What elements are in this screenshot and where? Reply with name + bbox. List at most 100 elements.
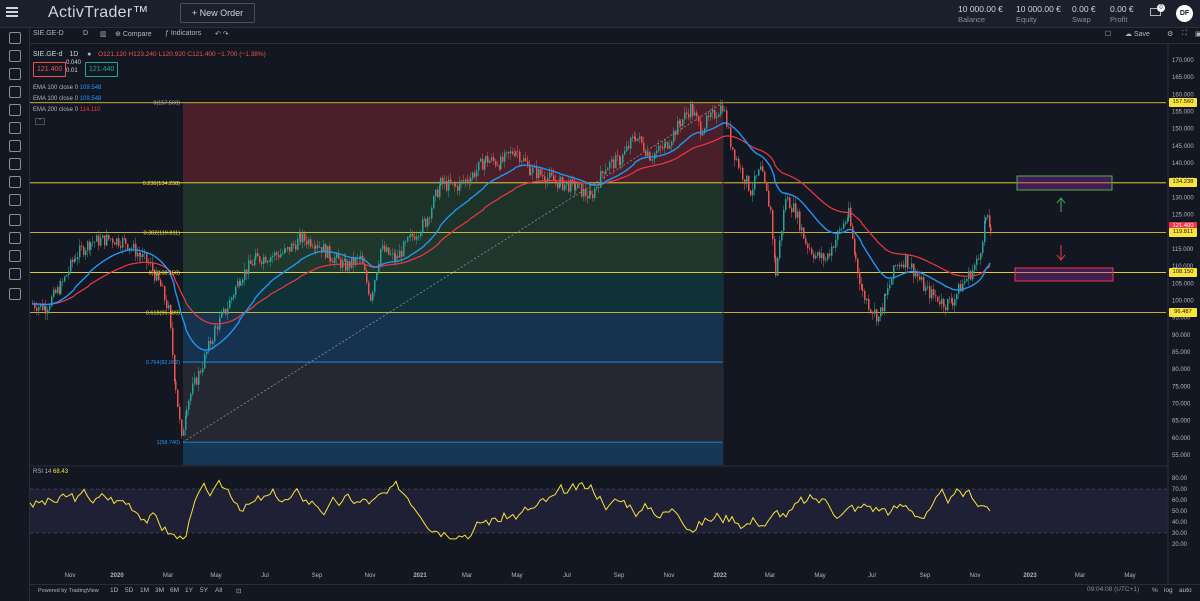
- candle: [647, 145, 649, 158]
- trash-icon[interactable]: [9, 288, 21, 300]
- hamburger-menu-icon[interactable]: [6, 7, 18, 17]
- legend-ohlc: O121.120 H123.240 L120.920 C121.400 −1.7…: [98, 51, 266, 58]
- range-button-all[interactable]: All: [215, 587, 223, 594]
- candle: [718, 112, 720, 118]
- range-button-3m[interactable]: 3M: [155, 587, 165, 594]
- legend-symbol: SIE.GE-d: [33, 51, 63, 58]
- buy-price-button[interactable]: 121.440: [85, 62, 119, 77]
- candle: [789, 194, 791, 209]
- candle: [370, 293, 372, 302]
- candle: [748, 175, 750, 193]
- hide-drawings-icon[interactable]: [9, 268, 21, 280]
- candle: [489, 158, 491, 164]
- candle: [845, 220, 847, 226]
- candle: [92, 236, 94, 247]
- trend-line-icon[interactable]: [9, 50, 21, 62]
- zoom-icon[interactable]: [9, 194, 21, 206]
- candle: [645, 148, 647, 157]
- time-tick-label: Nov: [65, 573, 76, 579]
- settings-icon[interactable]: ⚙: [1167, 31, 1174, 38]
- candle: [797, 208, 799, 225]
- account-balance: 10 000.00 € Balance: [958, 4, 1003, 24]
- time-tick-label: Mar: [765, 573, 775, 579]
- undo-icon[interactable]: ↶ ↷: [215, 31, 229, 38]
- price-tick-label: 110.000: [1172, 264, 1194, 270]
- range-button-5y[interactable]: 5Y: [200, 587, 208, 594]
- candle: [720, 99, 722, 118]
- candle: [885, 293, 887, 296]
- candle: [504, 149, 506, 169]
- candle: [75, 253, 77, 261]
- time-tick-label: Nov: [664, 573, 675, 579]
- fib-tool-icon[interactable]: [9, 68, 21, 80]
- magnet-icon[interactable]: [9, 214, 21, 226]
- candle: [732, 147, 734, 151]
- screenshot-icon[interactable]: ▣: [1195, 31, 1200, 38]
- candle: [542, 169, 544, 181]
- candle: [395, 249, 397, 266]
- notifications-icon[interactable]: [1150, 8, 1161, 16]
- ema-100-line: [32, 122, 991, 351]
- range-button-6m[interactable]: 6M: [170, 587, 180, 594]
- pattern-tool-icon[interactable]: [9, 122, 21, 134]
- candle: [722, 99, 724, 114]
- percent-scale-toggle[interactable]: %: [1152, 587, 1158, 594]
- fib-zone: [183, 182, 723, 233]
- sell-price-button[interactable]: 121.400: [33, 62, 67, 77]
- collapse-legend-button[interactable]: ⌃: [35, 118, 45, 125]
- candle: [622, 152, 624, 169]
- avatar[interactable]: DF: [1176, 5, 1193, 22]
- range-button-5d[interactable]: 5D: [125, 587, 134, 594]
- candle: [314, 240, 316, 253]
- new-order-button[interactable]: + New Order: [180, 3, 255, 23]
- price-tick-label: 100.000: [1172, 298, 1194, 304]
- candle: [274, 250, 276, 261]
- range-button-1y[interactable]: 1Y: [185, 587, 193, 594]
- candle: [793, 197, 795, 213]
- range-button-1d[interactable]: 1D: [110, 587, 119, 594]
- expand-icon[interactable]: ⛶: [1182, 30, 1187, 37]
- eye-icon[interactable]: [9, 250, 21, 262]
- candle: [87, 239, 89, 258]
- candle: [568, 177, 570, 194]
- candle: [947, 298, 949, 313]
- interval-selector[interactable]: D: [83, 30, 89, 37]
- candle: [746, 174, 748, 188]
- lock-icon[interactable]: [9, 232, 21, 244]
- candle-type-icon[interactable]: ▥: [100, 31, 107, 38]
- candle: [255, 248, 257, 260]
- candle: [231, 296, 233, 304]
- tradingview-credit[interactable]: Powered by TradingView: [38, 588, 99, 594]
- clock-display[interactable]: 09:04:08 (UTC+1): [1087, 586, 1140, 593]
- price-axis-tag: 108.150: [1169, 267, 1197, 277]
- log-scale-toggle[interactable]: log: [1164, 587, 1173, 594]
- compare-button[interactable]: ⊕ Compare: [115, 31, 152, 38]
- text-tool-icon[interactable]: [9, 104, 21, 116]
- legend-visibility-icon[interactable]: ●: [87, 51, 92, 58]
- auto-scale-toggle[interactable]: auto: [1179, 587, 1192, 594]
- save-button[interactable]: ☁ Save: [1125, 31, 1150, 38]
- rectangle-tool-icon[interactable]: [9, 86, 21, 98]
- indicators-button[interactable]: ƒ Indicators: [165, 30, 202, 37]
- fullscreen-icon[interactable]: ☐: [1105, 31, 1112, 38]
- candle: [399, 244, 401, 258]
- candle: [764, 170, 766, 183]
- emoji-icon[interactable]: [9, 158, 21, 170]
- candle: [351, 257, 353, 270]
- candle: [882, 303, 884, 316]
- fib-level-label: 0.236(134.238): [143, 181, 180, 187]
- crosshair-icon[interactable]: [9, 32, 21, 44]
- candle: [626, 140, 628, 152]
- account-profit[interactable]: 0.00 € Profit: [1110, 4, 1134, 24]
- symbol-search[interactable]: SIE.GE-D: [33, 30, 64, 37]
- date-range-icon[interactable]: ⊡: [236, 588, 242, 595]
- ruler-icon[interactable]: [9, 176, 21, 188]
- candle: [817, 251, 819, 259]
- candle: [405, 239, 407, 247]
- prediction-tool-icon[interactable]: [9, 140, 21, 152]
- candle: [392, 248, 394, 260]
- range-button-1m[interactable]: 1M: [140, 587, 150, 594]
- candle: [915, 267, 917, 279]
- candle: [562, 175, 564, 192]
